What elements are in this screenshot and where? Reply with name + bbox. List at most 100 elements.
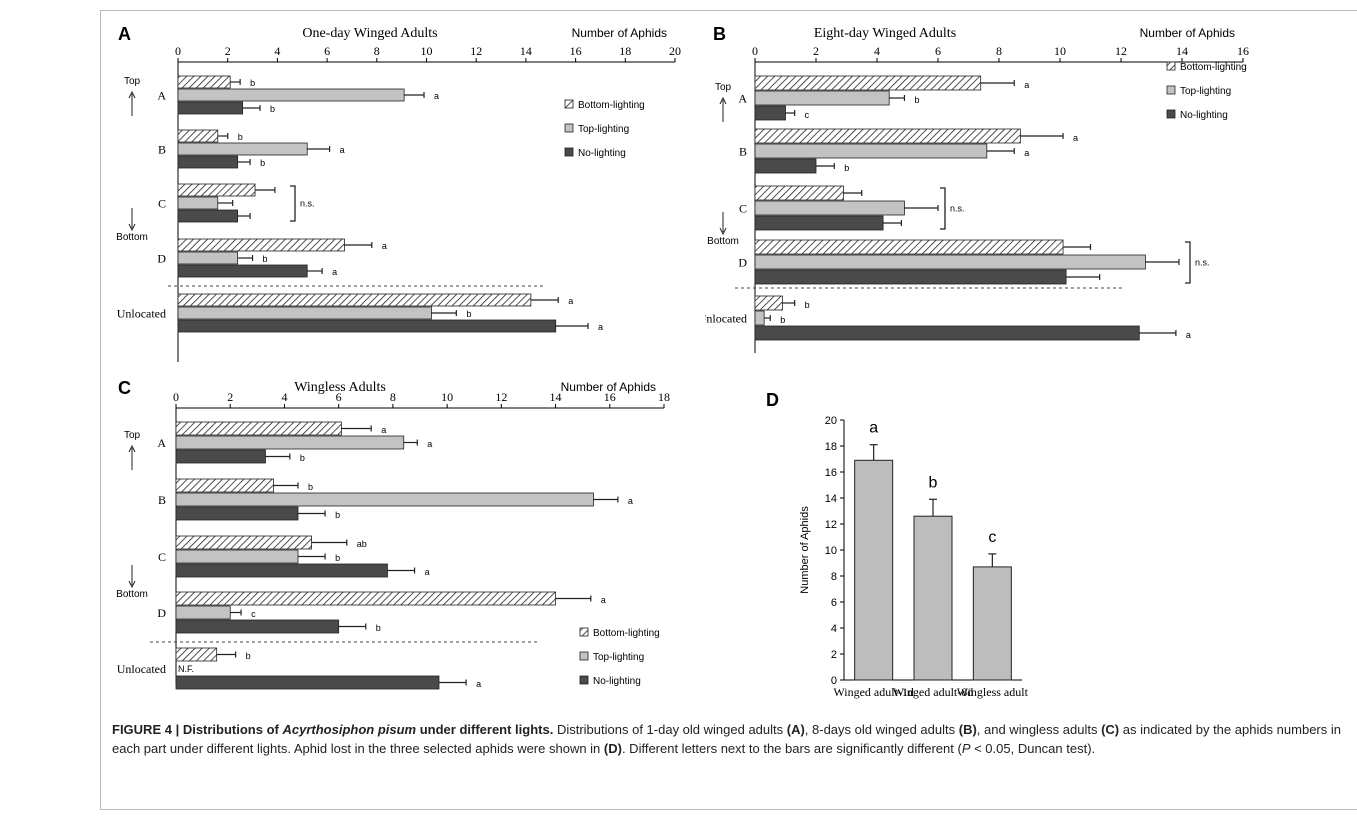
category-label-c: C (739, 202, 747, 216)
bar-top-lighting-b (754, 143, 988, 159)
bar-no-lighting-a (754, 105, 786, 121)
x-tick-label: 12 (470, 44, 482, 58)
x-tick-label: 6 (324, 44, 330, 58)
legend-label-bottom-lighting: Bottom-lighting (1180, 62, 1247, 73)
significance-letter: a (476, 679, 481, 689)
bar-no-lighting-b (754, 158, 817, 174)
significance-letter: b (335, 553, 340, 563)
significance-letter: b (335, 510, 340, 520)
bar-bottom-lighting-b (177, 129, 219, 143)
legend-swatch-no-lighting (579, 675, 589, 685)
significance-letter: a (598, 322, 603, 332)
significance-letter: ab (357, 539, 367, 549)
bar-bottom-lighting-unlocated (754, 295, 783, 311)
x-tick-label: 4 (274, 44, 280, 58)
y-axis-label: Number of Aphids (799, 506, 811, 594)
category-label-b: B (158, 493, 166, 507)
x-tick-label: 4 (874, 44, 880, 58)
significance-letter: b (929, 474, 938, 491)
x-tick-label: 6 (935, 44, 941, 58)
category-label-winged-adult-8d: Winged adult-8d (893, 685, 974, 699)
x-tick-label: 8 (374, 44, 380, 58)
x-tick-label: 8 (996, 44, 1002, 58)
bar-no-lighting-d (177, 264, 308, 278)
panel-label: C (118, 378, 131, 398)
bottom-label: Bottom (116, 232, 148, 243)
significance-letter: a (382, 241, 387, 251)
ns-bracket (940, 187, 946, 230)
arrow-up-head (128, 444, 136, 453)
bar-bottom-lighting-a (177, 75, 231, 89)
caption-figure-label: FIGURE 4 | Distributions of (112, 722, 283, 737)
significance-letter: a (1073, 133, 1078, 143)
figure-caption: FIGURE 4 | Distributions of Acyrthosipho… (112, 720, 1347, 758)
significance-letter: b (263, 254, 268, 264)
caption-text-2: , 8-days old winged adults (804, 722, 959, 737)
y-tick-label: 12 (825, 519, 837, 531)
caption-ref-a: (A) (786, 722, 805, 737)
panel-label: A (118, 24, 131, 44)
significance-letter: a (628, 496, 633, 506)
legend-label-no-lighting: No-lighting (578, 148, 626, 159)
x-axis-label: Number of Aphids (561, 380, 656, 394)
x-tick-label: 10 (1054, 44, 1066, 58)
legend-label-top-lighting: Top-lighting (593, 652, 644, 663)
bar-no-lighting-unlocated (754, 325, 1140, 341)
legend-label-no-lighting: No-lighting (593, 676, 641, 687)
y-tick-label: 8 (831, 571, 837, 583)
x-tick-label: 18 (658, 390, 670, 404)
y-tick-label: 16 (825, 467, 837, 479)
legend-swatch-top-lighting (564, 123, 574, 133)
chart-title: Eight-day Winged Adults (814, 26, 956, 41)
significance-letter: b (844, 163, 849, 173)
significance-letter: a (1024, 148, 1029, 158)
y-tick-label: 14 (825, 493, 837, 505)
x-tick-label: 14 (550, 390, 562, 404)
x-tick-label: 16 (1237, 44, 1249, 58)
x-tick-label: 10 (421, 44, 433, 58)
category-label-d: D (738, 256, 747, 270)
x-tick-label: 2 (813, 44, 819, 58)
significance-letter: a (568, 296, 573, 306)
bar-bottom-lighting-d (177, 238, 345, 252)
bar-no-lighting-a (175, 449, 266, 464)
x-tick-label: 0 (175, 44, 181, 58)
bar-bottom-lighting-b (175, 478, 274, 493)
legend-label-bottom-lighting: Bottom-lighting (578, 100, 645, 111)
x-tick-label: 4 (281, 390, 287, 404)
legend-swatch-top-lighting (1166, 85, 1176, 95)
top-label: Top (124, 76, 141, 87)
x-tick-label: 16 (570, 44, 582, 58)
significance-letter: b (914, 95, 919, 105)
bar-bottom-lighting-a (175, 421, 342, 436)
y-tick-label: 20 (825, 415, 837, 427)
bar-no-lighting-d (175, 619, 340, 634)
bar-bottom-lighting-a (754, 75, 982, 91)
significance-letter: b (238, 132, 243, 142)
arrow-down-head (128, 580, 136, 589)
significance-letter: a (381, 425, 386, 435)
chart-panel-a: A One-day Winged Adults Number of Aphids 0 2… (116, 24, 681, 362)
bar-top-lighting-d (175, 605, 231, 620)
y-tick-label: 4 (831, 623, 837, 635)
category-label-d: D (157, 606, 166, 620)
chart-panel-c: C Wingless Adults Number of Aphids 0 2 4 6 8 10 1… (116, 378, 670, 690)
arrow-down-head (128, 223, 136, 232)
bar-no-lighting-b (175, 506, 299, 521)
x-tick-label: 12 (1115, 44, 1127, 58)
x-tick-label: 12 (495, 390, 507, 404)
chart-title: One-day Winged Adults (302, 26, 437, 41)
legend-swatch-bottom-lighting (564, 99, 574, 109)
bar-no-lighting-b (177, 155, 239, 169)
bar-bottom-lighting-unlocated (175, 647, 218, 662)
significance-letter: c (251, 609, 256, 619)
caption-species: Acyrthosiphon pisum (282, 722, 417, 737)
x-tick-label: 20 (669, 44, 681, 58)
chart-panel-d: D 0 2 4 6 8 10 12 14 16 18 20 Number of Aphids a Winge… (766, 390, 1029, 699)
bar-top-lighting-d (177, 251, 239, 265)
x-tick-label: 6 (336, 390, 342, 404)
significance-letter: a (869, 420, 878, 437)
legend-label-no-lighting: No-lighting (1180, 110, 1228, 121)
significance-letter: a (1024, 80, 1029, 90)
category-label-c: C (158, 197, 166, 211)
